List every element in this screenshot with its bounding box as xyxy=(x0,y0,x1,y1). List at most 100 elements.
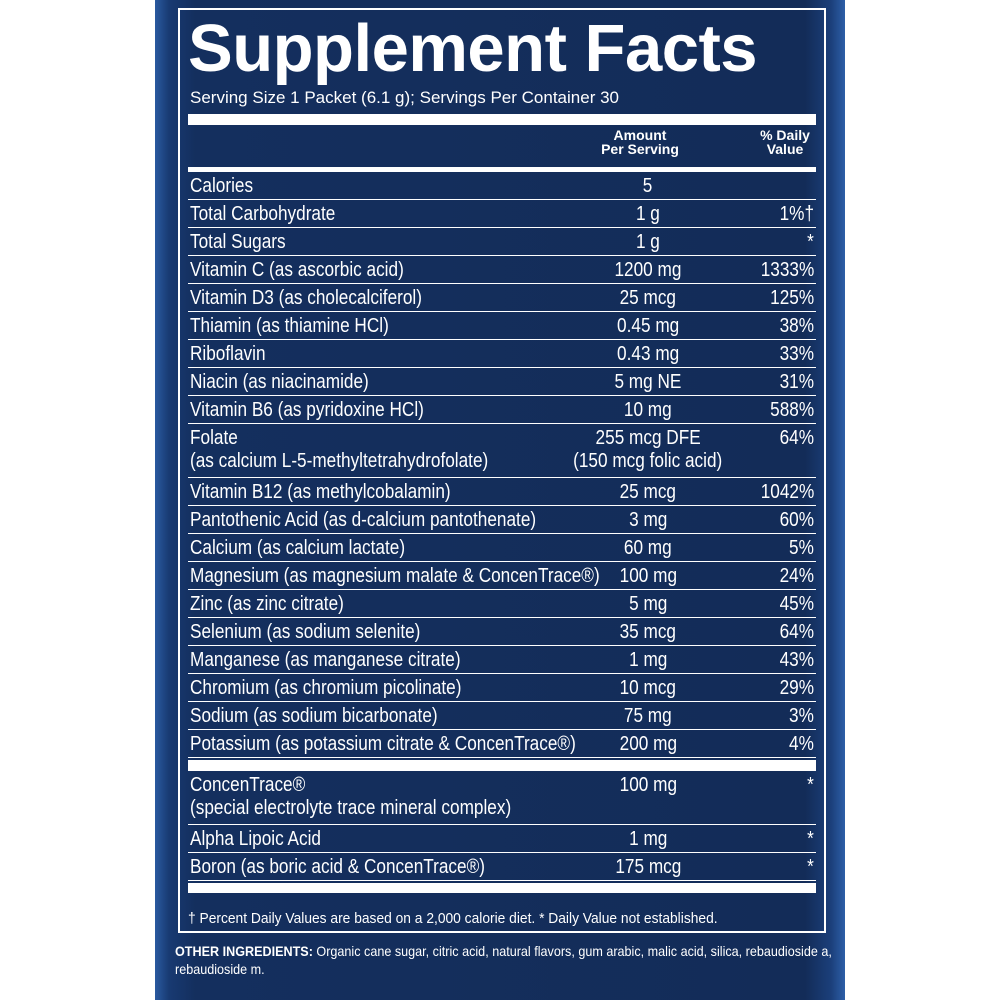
nutrient-name: Total Carbohydrate xyxy=(190,203,336,225)
amount: 100 mg xyxy=(619,565,677,587)
amount: 100 mg xyxy=(619,774,677,796)
nutrient-name: Vitamin B12 (as methylcobalamin) xyxy=(190,481,451,503)
amount: 10 mcg xyxy=(619,677,677,699)
nutrient-row: Riboflavin 0.43 mg 33% xyxy=(188,340,816,368)
daily-value: 24% xyxy=(779,565,814,587)
amount: 175 mcg xyxy=(615,856,681,878)
amount: 35 mcg xyxy=(619,621,677,643)
nutrient-row: Vitamin D3 (as cholecalciferol) 25 mcg 125… xyxy=(188,284,816,312)
nutrient-row: Calories 5 xyxy=(188,172,816,200)
nutrient-name: Boron (as boric acid & ConcenTrace®) xyxy=(190,856,486,878)
rule xyxy=(188,167,816,172)
daily-value: 125% xyxy=(770,287,814,309)
nutrient-name: Pantothenic Acid (as d-calcium pantothen… xyxy=(190,509,537,531)
header-line: Per Serving xyxy=(601,141,679,157)
thick-rule xyxy=(188,114,816,125)
nutrient-name: Potassium (as potassium citrate & Concen… xyxy=(190,733,576,755)
nutrient-name: Manganese (as manganese citrate) xyxy=(190,649,461,671)
daily-value: 5% xyxy=(789,537,814,559)
header-line: Amount xyxy=(613,127,667,143)
nutrient-row: Vitamin B6 (as pyridoxine HCl) 10 mg 588% xyxy=(188,396,816,424)
nutrient-row: Calcium (as calcium lactate) 60 mg 5% xyxy=(188,534,816,562)
title: Supplement Facts xyxy=(188,11,758,86)
daily-value: 43% xyxy=(779,649,814,671)
nutrient-row: Folate (as calcium L-5-methyltetrahydrofo… xyxy=(188,424,816,478)
daily-value: 33% xyxy=(779,343,814,365)
nutrient-name: Niacin (as niacinamide) xyxy=(190,371,369,393)
nutrient-name: Vitamin D3 (as cholecalciferol) xyxy=(190,287,422,309)
amount: 60 mg xyxy=(624,537,672,559)
daily-value: 588% xyxy=(770,399,814,421)
daily-value: 60% xyxy=(779,509,814,531)
nutrient-row: Potassium (as potassium citrate & Concen… xyxy=(188,730,816,758)
nutrient-row: ConcenTrace® (special electrolyte trace m… xyxy=(188,771,816,825)
amount: 1 g xyxy=(636,203,660,225)
amount: 75 mg xyxy=(624,705,672,727)
nutrient-name: Riboflavin xyxy=(190,343,266,365)
daily-value: 4% xyxy=(789,733,814,755)
serving-info: Serving Size 1 Packet (6.1 g); Servings … xyxy=(190,88,619,107)
daily-value: * xyxy=(807,828,814,850)
amount: 5 mg NE xyxy=(614,371,682,393)
amount: 3 mg xyxy=(628,509,668,531)
daily-value: * xyxy=(807,774,814,796)
nutrient-row: Zinc (as zinc citrate) 5 mg 45% xyxy=(188,590,816,618)
nutrient-row: Thiamin (as thiamine HCl) 0.45 mg 38% xyxy=(188,312,816,340)
nutrient-row: Selenium (as sodium selenite) 35 mcg 64% xyxy=(188,618,816,646)
amount: 1 mg xyxy=(628,649,668,671)
nutrient-name: Zinc (as zinc citrate) xyxy=(190,593,344,615)
daily-value: 1%† xyxy=(779,203,814,225)
nutrient-row: Manganese (as manganese citrate) 1 mg 43% xyxy=(188,646,816,674)
amount: 255 mcg DFE xyxy=(595,427,701,449)
daily-value: 64% xyxy=(779,621,814,643)
nutrient-row: Pantothenic Acid (as d-calcium pantothen… xyxy=(188,506,816,534)
other-ingredients: OTHER INGREDIENTS: Organic cane sugar, c… xyxy=(175,942,832,978)
nutrient-detail: (special electrolyte trace mineral compl… xyxy=(190,797,512,819)
amount: 25 mcg xyxy=(619,481,677,503)
nutrient-name: Vitamin B6 (as pyridoxine HCl) xyxy=(190,399,424,421)
amount: 1 g xyxy=(636,231,660,253)
nutrient-row: Vitamin B12 (as methylcobalamin) 25 mcg 10… xyxy=(188,478,816,506)
nutrient-row: Alpha Lipoic Acid 1 mg * xyxy=(188,825,816,853)
daily-value: 3% xyxy=(789,705,814,727)
amount: 200 mg xyxy=(619,733,677,755)
nutrient-name: Folate xyxy=(190,427,238,449)
nutrient-row: Sodium (as sodium bicarbonate) 75 mg 3% xyxy=(188,702,816,730)
header-line: Value xyxy=(766,141,804,157)
nutrient-name: Calcium (as calcium lactate) xyxy=(190,537,406,559)
daily-value: 1042% xyxy=(760,481,814,503)
amount: 10 mg xyxy=(624,399,672,421)
nutrient-name: ConcenTrace® xyxy=(190,774,306,796)
nutrient-name: Vitamin C (as ascorbic acid) xyxy=(190,259,404,281)
amount: 0.45 mg xyxy=(616,315,680,337)
other-text: Organic cane sugar, citric acid, natural… xyxy=(175,943,832,977)
amount: 5 mg xyxy=(628,593,668,615)
nutrient-row: Total Carbohydrate 1 g 1%† xyxy=(188,200,816,228)
nutrient-name: Thiamin (as thiamine HCl) xyxy=(190,315,389,337)
header-line: % Daily xyxy=(760,127,810,143)
amount: 1200 mg xyxy=(614,259,682,281)
nutrient-row: Vitamin C (as ascorbic acid) 1200 mg 1333% xyxy=(188,256,816,284)
daily-value: 29% xyxy=(779,677,814,699)
nutrient-row: Boron (as boric acid & ConcenTrace®) 175 … xyxy=(188,853,816,881)
nutrient-row: Niacin (as niacinamide) 5 mg NE 31% xyxy=(188,368,816,396)
amount: 1 mg xyxy=(628,828,668,850)
nutrient-name: Total Sugars xyxy=(190,231,286,253)
daily-value: 38% xyxy=(779,315,814,337)
amount: 5 xyxy=(643,175,653,197)
amount-detail: (150 mcg folic acid) xyxy=(573,450,723,472)
nutrient-row: Chromium (as chromium picolinate) 10 mcg 2… xyxy=(188,674,816,702)
nutrient-row: Magnesium (as magnesium malate & ConcenT… xyxy=(188,562,816,590)
footnote: † Percent Daily Values are based on a 2,… xyxy=(188,910,718,927)
daily-value: 45% xyxy=(779,593,814,615)
nutrient-row: Total Sugars 1 g * xyxy=(188,228,816,256)
amount: 0.43 mg xyxy=(616,343,680,365)
daily-value: * xyxy=(807,231,814,253)
nutrient-name: Sodium (as sodium bicarbonate) xyxy=(190,705,438,727)
thick-rule xyxy=(188,760,816,771)
daily-value: 1333% xyxy=(760,259,814,281)
nutrient-name: Magnesium (as magnesium malate & ConcenT… xyxy=(190,565,600,587)
facts-box: Supplement Facts Serving Size 1 Packet (… xyxy=(178,8,826,933)
daily-value: 31% xyxy=(779,371,814,393)
